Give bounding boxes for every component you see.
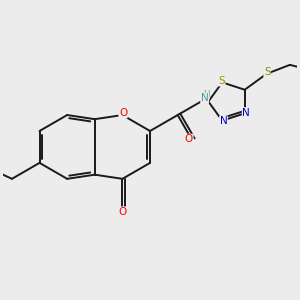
- Text: O: O: [119, 108, 127, 118]
- Text: N: N: [220, 116, 227, 126]
- Text: N: N: [242, 108, 250, 118]
- Text: O: O: [118, 207, 127, 217]
- Text: N: N: [201, 93, 208, 103]
- Text: S: S: [218, 76, 225, 86]
- Text: O: O: [185, 134, 193, 144]
- Text: S: S: [264, 67, 271, 77]
- Text: H: H: [203, 90, 209, 99]
